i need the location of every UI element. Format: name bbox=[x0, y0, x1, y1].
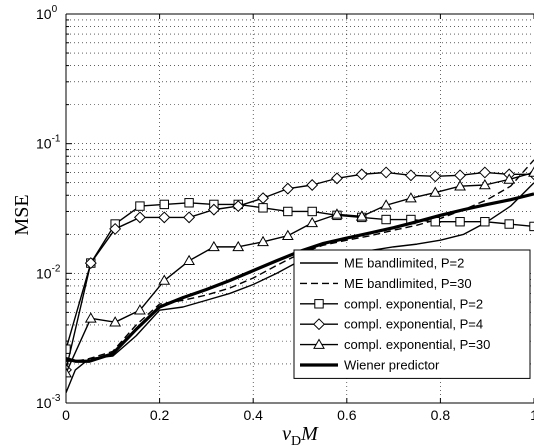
series-5-point bbox=[134, 304, 146, 315]
series-5-point bbox=[355, 210, 368, 221]
series-3-point bbox=[529, 221, 534, 232]
series-line-6 bbox=[66, 192, 534, 363]
series-4-point bbox=[257, 192, 269, 205]
axes-frame bbox=[65, 13, 534, 404]
series-line-1 bbox=[66, 182, 534, 393]
series-4-point bbox=[183, 211, 196, 224]
series-4-point bbox=[355, 168, 368, 181]
x-tick-label: 0.6 bbox=[337, 407, 357, 423]
series-3-point bbox=[184, 198, 194, 208]
series-5-point bbox=[158, 274, 171, 285]
series-5-point bbox=[503, 173, 516, 184]
series-4-point bbox=[158, 211, 171, 224]
y-tick-label: 10-3 bbox=[36, 393, 61, 411]
series-4-point bbox=[207, 203, 220, 216]
series-5-point bbox=[109, 316, 122, 327]
series-layer bbox=[66, 159, 534, 393]
legend-label-3: compl. exponential, P=2 bbox=[344, 296, 483, 311]
legend-marker-5 bbox=[313, 338, 325, 349]
series-5-point bbox=[454, 180, 466, 191]
series-5-point bbox=[232, 240, 245, 252]
x-tick-label: 1 bbox=[530, 407, 534, 423]
series-5-point bbox=[528, 166, 534, 177]
series-4-point bbox=[404, 169, 417, 182]
y-tick-label: 10-2 bbox=[36, 263, 61, 281]
series-3-point bbox=[283, 206, 293, 217]
series-4-point bbox=[478, 166, 491, 179]
series-3-point bbox=[455, 217, 465, 227]
x-tick-label: 0.4 bbox=[243, 407, 263, 423]
series-3-point bbox=[504, 219, 514, 229]
y-tick-label: 10-1 bbox=[36, 134, 61, 152]
legend-box bbox=[293, 249, 531, 379]
series-3-point bbox=[307, 206, 317, 217]
series-5-point bbox=[306, 216, 319, 228]
legend-label-5: compl. exponential, P=30 bbox=[344, 337, 490, 352]
legend-label-2: ME bandlimited, P=30 bbox=[344, 276, 472, 291]
series-4-point bbox=[306, 179, 319, 191]
series-3-point bbox=[159, 199, 169, 210]
series-5-point bbox=[405, 192, 417, 203]
series-5-point bbox=[84, 312, 97, 323]
series-5-point bbox=[183, 254, 195, 266]
legend-label-1: ME bandlimited, P=2 bbox=[344, 256, 464, 271]
series-4-point bbox=[232, 200, 245, 213]
series-3-point bbox=[381, 214, 391, 225]
legend-marker-4 bbox=[313, 318, 325, 331]
series-4-point bbox=[281, 182, 294, 195]
series-4-point bbox=[133, 211, 146, 224]
legend: ME bandlimited, P=2 ME bandlimited, P=30 c… bbox=[293, 249, 531, 379]
series-5-point bbox=[66, 367, 72, 378]
series-3-point bbox=[258, 203, 268, 213]
series-4-point bbox=[331, 172, 343, 185]
y-axis-label: MSE bbox=[11, 194, 33, 235]
x-axis-label: νDM bbox=[282, 423, 319, 446]
series-4-point bbox=[380, 166, 393, 179]
x-tick-label: 0 bbox=[62, 407, 70, 423]
series-3-point bbox=[135, 201, 145, 211]
series-3-point bbox=[480, 217, 490, 227]
series-5-point bbox=[380, 199, 393, 210]
series-4-point bbox=[109, 222, 122, 235]
series-4-point bbox=[429, 170, 442, 183]
legend-label-4: compl. exponential, P=4 bbox=[344, 317, 483, 332]
legend-label-6: Wiener predictor bbox=[344, 358, 440, 373]
y-tick-label: 100 bbox=[36, 4, 58, 22]
legend-marker-3 bbox=[314, 299, 324, 309]
series-4-point bbox=[84, 257, 97, 270]
tick-labels: 0 0.2 0.4 0.6 0.8 1 10-3 10-2 10-1 100 bbox=[36, 4, 534, 423]
series-5-point bbox=[207, 240, 220, 252]
series-line-5 bbox=[66, 171, 534, 374]
series-5-point bbox=[429, 186, 442, 197]
series-5-point bbox=[478, 178, 491, 190]
series-5-point bbox=[257, 235, 269, 247]
x-tick-label: 0.2 bbox=[150, 407, 170, 423]
series-5-point bbox=[331, 208, 343, 219]
series-5-point bbox=[281, 229, 294, 241]
x-tick-label: 0.8 bbox=[431, 407, 451, 423]
